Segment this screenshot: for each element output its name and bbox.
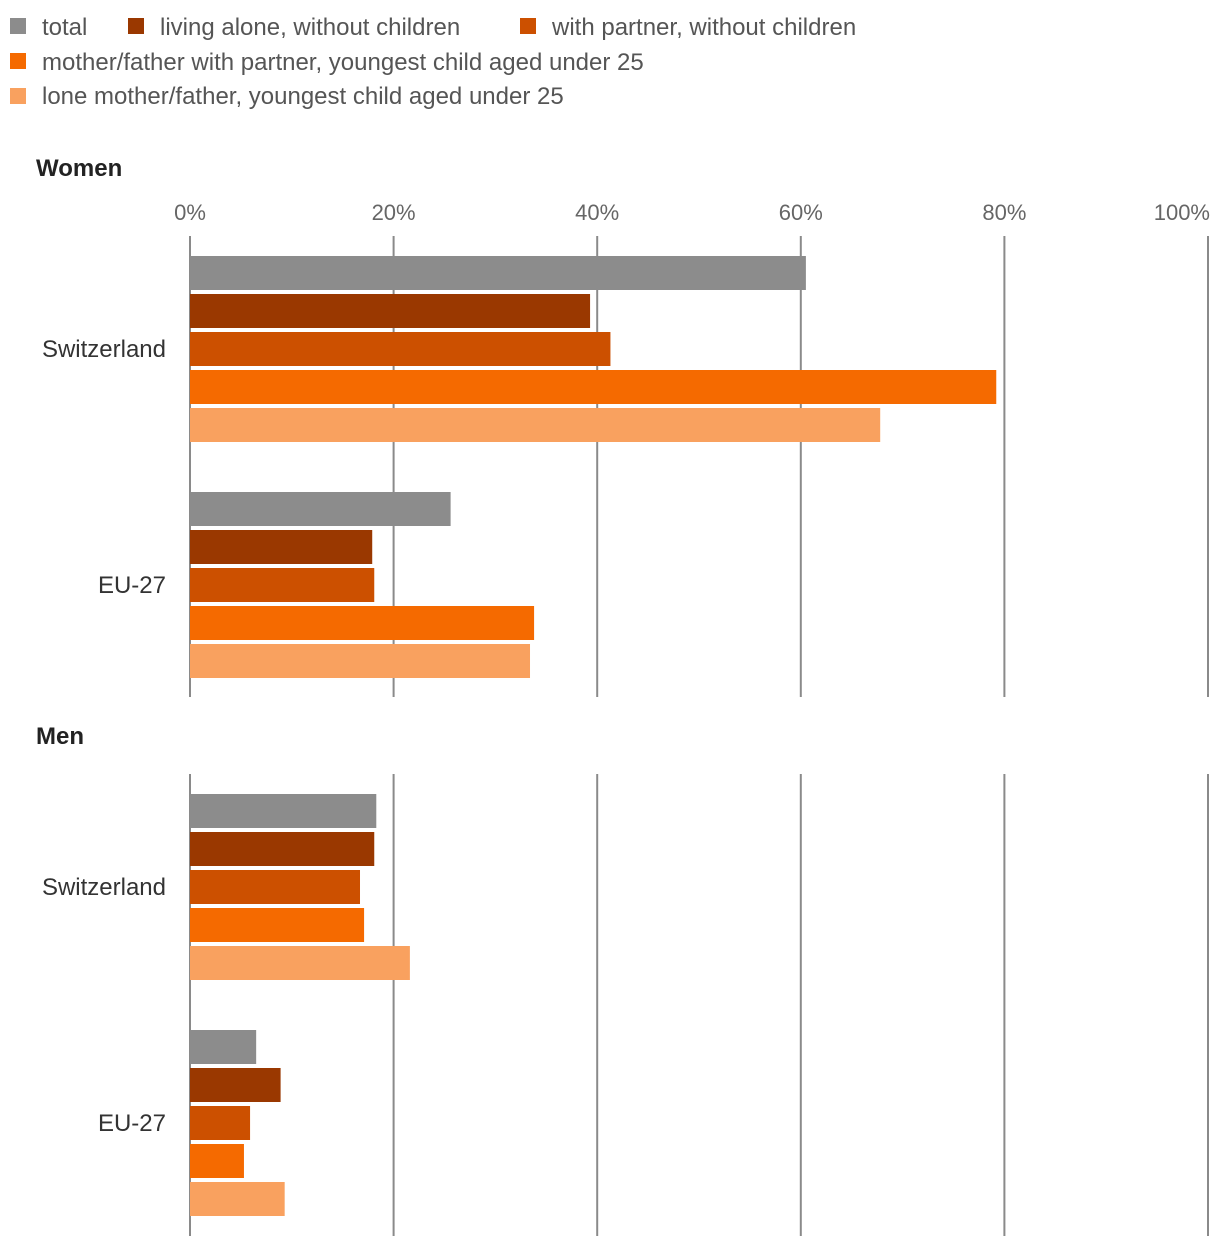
bar bbox=[190, 332, 611, 366]
bar bbox=[190, 908, 365, 942]
legend-label-lone-parent: lone mother/father, youngest child aged … bbox=[42, 83, 564, 110]
bar bbox=[190, 294, 591, 328]
bar bbox=[190, 568, 375, 602]
bar bbox=[190, 256, 806, 290]
bars bbox=[190, 256, 997, 1216]
bar bbox=[190, 870, 361, 904]
panel-title-women: Women bbox=[36, 155, 122, 182]
bar bbox=[190, 408, 881, 442]
category-label: Switzerland bbox=[42, 874, 166, 901]
legend-swatch-with-partner bbox=[520, 18, 536, 34]
tick-label: 20% bbox=[372, 200, 416, 225]
bar bbox=[190, 370, 997, 404]
x-axis-ticks: 0% 20% 40% 60% 80% 100% bbox=[174, 200, 1210, 225]
bar bbox=[190, 946, 410, 980]
panel-title-men: Men bbox=[36, 723, 84, 750]
legend-swatch-total bbox=[10, 18, 26, 34]
tick-label: 100% bbox=[1154, 200, 1210, 225]
bar bbox=[190, 832, 375, 866]
bar bbox=[190, 644, 531, 678]
bar bbox=[190, 530, 373, 564]
legend-swatch-living-alone bbox=[128, 18, 144, 34]
bar bbox=[190, 492, 451, 526]
legend-swatch-lone-parent bbox=[10, 88, 26, 104]
legend: total living alone, without children wit… bbox=[10, 14, 856, 110]
bar bbox=[190, 794, 377, 828]
category-label: EU-27 bbox=[98, 572, 166, 599]
legend-label-living-alone: living alone, without children bbox=[160, 14, 460, 41]
bar bbox=[190, 1144, 244, 1178]
legend-label-total: total bbox=[42, 14, 87, 41]
bar bbox=[190, 1030, 257, 1064]
category-label: Switzerland bbox=[42, 336, 166, 363]
category-label: EU-27 bbox=[98, 1110, 166, 1137]
bar bbox=[190, 606, 535, 640]
tick-label: 60% bbox=[779, 200, 823, 225]
bar bbox=[190, 1106, 251, 1140]
bar bbox=[190, 1068, 281, 1102]
legend-label-with-partner: with partner, without children bbox=[551, 14, 856, 41]
bar bbox=[190, 1182, 285, 1216]
category-labels: Switzerland EU-27 Switzerland EU-27 bbox=[42, 336, 166, 1137]
legend-label-parent-with-partner: mother/father with partner, youngest chi… bbox=[42, 49, 644, 76]
tick-label: 40% bbox=[575, 200, 619, 225]
tick-label: 80% bbox=[982, 200, 1026, 225]
legend-swatch-parent-with-partner bbox=[10, 53, 26, 69]
tick-label: 0% bbox=[174, 200, 206, 225]
